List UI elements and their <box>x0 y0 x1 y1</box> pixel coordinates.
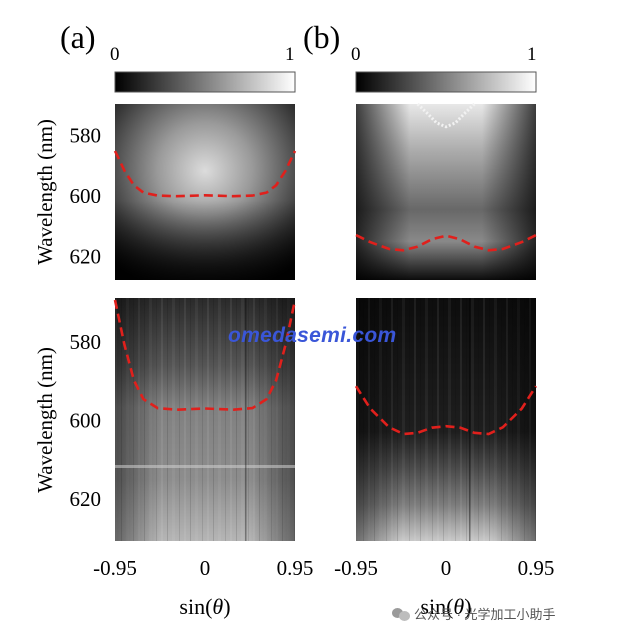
x-tick-a-bottom-1: 0 <box>200 556 211 580</box>
y-tick-a-top-580: 580 <box>70 123 102 147</box>
colorbar-a-max: 1 <box>285 44 295 65</box>
footer-text: 公众号 · 光学加工小助手 <box>414 607 556 622</box>
watermark-text: omedasemi.com <box>228 324 397 347</box>
y-tick-a-top-600: 600 <box>70 184 102 208</box>
x-axis-label-b: sin(θ) <box>420 594 471 619</box>
colorbar-b-gradient <box>355 71 537 93</box>
y-axis-label-bottom: Wavelength (nm) <box>33 347 57 493</box>
heatmap-b-top <box>356 104 536 280</box>
wechat-icon <box>392 607 410 621</box>
x-tick-b-bottom-2: 0.95 <box>518 556 555 580</box>
dashed-fit-a-top <box>113 150 297 198</box>
panel-label-a: (a) <box>60 19 96 55</box>
heatmap-b-bottom <box>356 298 536 541</box>
x-tick-a-bottom-0: -0.95 <box>93 556 137 580</box>
colorbar-a-min: 0 <box>110 44 120 65</box>
colorbar-b-max: 1 <box>527 44 537 65</box>
upper-branch-b-top <box>416 102 476 129</box>
y-axis-label-top: Wavelength (nm) <box>33 119 57 265</box>
panel-label-b: (b) <box>303 19 340 55</box>
x-axis-label-a: sin(θ) <box>179 594 230 619</box>
dashed-fit-b-bottom <box>354 385 538 436</box>
dashed-fit-a-bottom <box>113 299 297 412</box>
heatmap-a-bottom <box>115 298 295 541</box>
x-tick-b-bottom-0: -0.95 <box>334 556 378 580</box>
dashed-fit-b-top <box>355 233 537 252</box>
y-tick-a-top-620: 620 <box>70 245 102 269</box>
x-tick-b-bottom-1: 0 <box>441 556 452 580</box>
footer-caption: 公众号 · 光学加工小助手 <box>392 604 556 623</box>
y-tick-a-bottom-620: 620 <box>70 487 102 511</box>
y-tick-a-bottom-600: 600 <box>70 409 102 433</box>
colorbar-a-gradient <box>114 71 296 93</box>
colorbar-b-min: 0 <box>351 44 361 65</box>
x-tick-a-bottom-2: 0.95 <box>277 556 314 580</box>
colorbar-b: 0 1 <box>351 44 537 93</box>
colorbar-a: 0 1 <box>110 44 296 93</box>
y-tick-a-bottom-580: 580 <box>70 330 102 354</box>
